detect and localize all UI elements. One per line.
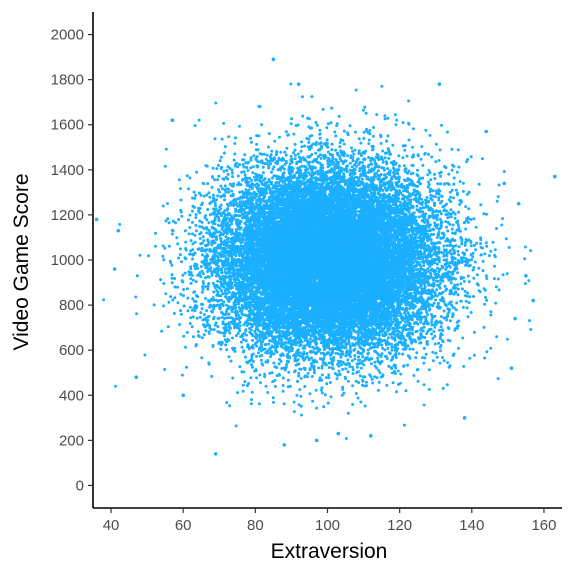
scatter-point-outlier bbox=[282, 443, 287, 447]
x-tick-label: 120 bbox=[387, 517, 412, 534]
scatter-points-cloud bbox=[102, 82, 533, 440]
scatter-point-outlier bbox=[271, 57, 276, 62]
y-tick-label: 1000 bbox=[51, 252, 84, 269]
x-tick-label: 60 bbox=[175, 517, 192, 534]
scatter-point-outlier bbox=[462, 416, 467, 420]
y-tick-label: 0 bbox=[76, 477, 84, 494]
scatter-point-outlier bbox=[516, 201, 521, 206]
x-tick-label: 160 bbox=[531, 517, 556, 534]
x-axis: 40 60 80 100 120 140 160 bbox=[93, 507, 562, 534]
scatter-point-outlier bbox=[437, 82, 442, 86]
scatter-point-outlier bbox=[513, 316, 517, 321]
x-tick-label: 40 bbox=[103, 517, 120, 534]
y-tick-label: 800 bbox=[59, 297, 84, 314]
scatter-point-outlier bbox=[509, 366, 514, 371]
scatter-point-outlier bbox=[336, 431, 341, 436]
scatter-point-outlier bbox=[368, 434, 373, 438]
scatter-point-outlier bbox=[524, 273, 528, 278]
y-tick-label: 2000 bbox=[51, 27, 84, 44]
scatter-point-outlier bbox=[181, 393, 185, 398]
y-tick-label: 1400 bbox=[51, 162, 84, 179]
scatter-point-outlier bbox=[213, 452, 218, 456]
y-axis-title: Video Game Score bbox=[10, 173, 33, 350]
x-tick-label: 100 bbox=[315, 517, 340, 534]
scatter-point-outlier bbox=[94, 217, 99, 222]
x-tick-label: 80 bbox=[247, 517, 264, 534]
scatter-point-outlier bbox=[484, 129, 489, 134]
data-points bbox=[94, 57, 557, 456]
y-tick-label: 400 bbox=[59, 387, 84, 404]
y-tick-label: 1600 bbox=[51, 117, 84, 134]
scatter-point-outlier bbox=[314, 438, 319, 443]
y-tick-label: 1800 bbox=[51, 72, 84, 89]
y-tick-label: 600 bbox=[59, 342, 84, 359]
scatter-point-outlier bbox=[170, 118, 175, 123]
scatter-point-outlier bbox=[116, 228, 121, 233]
scatter-point-outlier bbox=[134, 375, 139, 380]
x-tick-label: 140 bbox=[459, 517, 484, 534]
scatter-point-outlier bbox=[296, 82, 301, 86]
scatter-point-outlier bbox=[531, 298, 535, 303]
scatter-point-outlier bbox=[552, 174, 557, 179]
scatter-point-outlier bbox=[502, 181, 507, 186]
y-axis: 0 200 400 600 800 1000 1200 1400 1600 1800 2000 bbox=[51, 12, 94, 508]
x-axis-title: Extraversion bbox=[271, 540, 388, 563]
y-tick-label: 1200 bbox=[51, 207, 84, 224]
y-tick-label: 200 bbox=[59, 432, 84, 449]
scatter-point-outlier bbox=[112, 267, 117, 271]
